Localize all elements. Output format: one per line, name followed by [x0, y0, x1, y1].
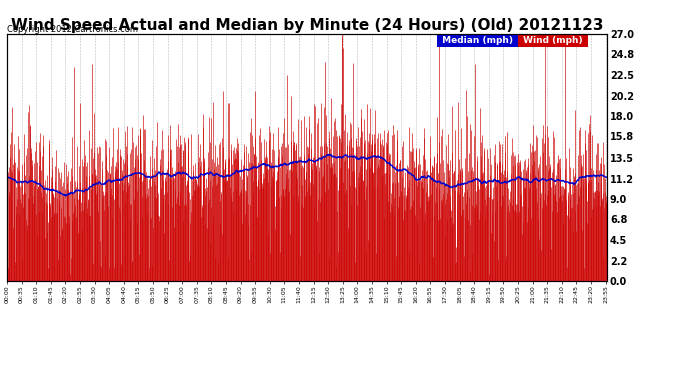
Text: Wind (mph): Wind (mph) — [520, 36, 586, 45]
Text: Copyright 2012 Cartronics.com: Copyright 2012 Cartronics.com — [7, 25, 138, 34]
Text: Median (mph): Median (mph) — [439, 36, 516, 45]
Title: Wind Speed Actual and Median by Minute (24 Hours) (Old) 20121123: Wind Speed Actual and Median by Minute (… — [11, 18, 603, 33]
